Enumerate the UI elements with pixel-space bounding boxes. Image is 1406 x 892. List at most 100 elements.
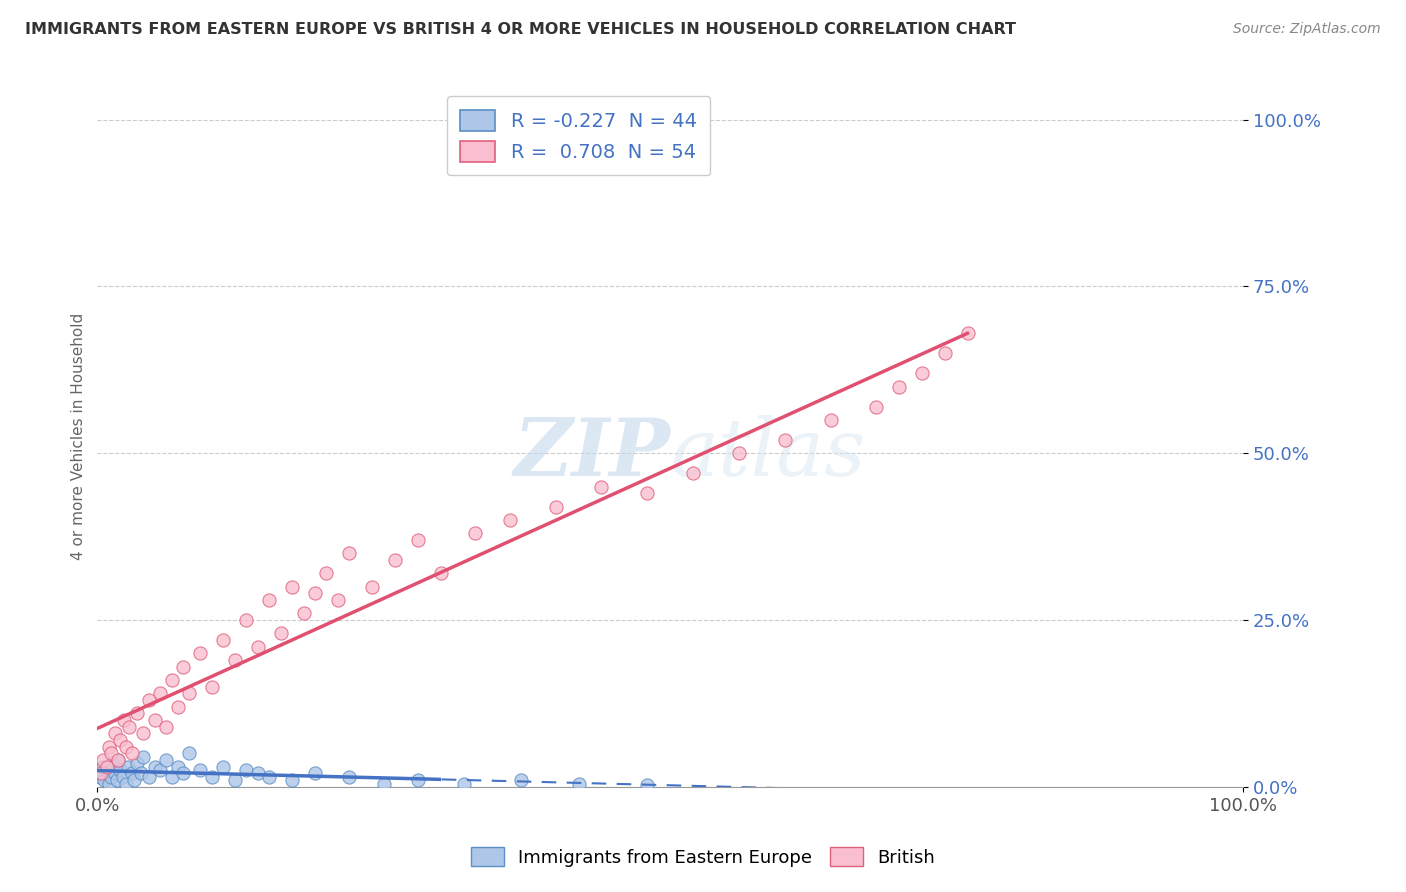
Legend: R = -0.227  N = 44, R =  0.708  N = 54: R = -0.227 N = 44, R = 0.708 N = 54 xyxy=(447,96,710,176)
Point xyxy=(235,763,257,777)
Point xyxy=(224,653,246,667)
Point xyxy=(143,760,166,774)
Point xyxy=(636,778,658,792)
Point xyxy=(155,720,177,734)
Point xyxy=(166,760,188,774)
Point xyxy=(201,770,224,784)
Point xyxy=(129,766,152,780)
Point xyxy=(160,770,183,784)
Point xyxy=(101,756,124,771)
Point xyxy=(430,566,453,581)
Point xyxy=(406,773,429,788)
Point xyxy=(865,400,887,414)
Point xyxy=(117,760,139,774)
Point xyxy=(406,533,429,547)
Point xyxy=(100,770,122,784)
Y-axis label: 4 or more Vehicles in Household: 4 or more Vehicles in Household xyxy=(72,313,86,560)
Point xyxy=(172,766,194,780)
Point xyxy=(160,673,183,687)
Point xyxy=(304,586,326,600)
Point xyxy=(373,776,395,790)
Point xyxy=(499,513,522,527)
Point xyxy=(166,699,188,714)
Point xyxy=(118,720,141,734)
Point xyxy=(567,776,589,790)
Point xyxy=(91,753,114,767)
Point xyxy=(201,680,224,694)
Point xyxy=(110,733,132,747)
Point xyxy=(149,686,172,700)
Point xyxy=(111,770,134,784)
Point xyxy=(103,766,125,780)
Point xyxy=(337,770,360,784)
Text: IMMIGRANTS FROM EASTERN EUROPE VS BRITISH 4 OR MORE VEHICLES IN HOUSEHOLD CORREL: IMMIGRANTS FROM EASTERN EUROPE VS BRITIS… xyxy=(25,22,1017,37)
Point xyxy=(591,480,613,494)
Point xyxy=(122,773,145,788)
Point xyxy=(246,766,269,780)
Point xyxy=(132,726,155,740)
Point xyxy=(100,747,122,761)
Point xyxy=(212,633,235,648)
Point xyxy=(132,749,155,764)
Point xyxy=(143,713,166,727)
Point xyxy=(149,763,172,777)
Point xyxy=(138,770,160,784)
Point xyxy=(889,379,911,393)
Point xyxy=(911,366,934,380)
Point xyxy=(103,726,125,740)
Point xyxy=(544,500,567,514)
Point xyxy=(112,713,135,727)
Point xyxy=(110,763,132,777)
Point xyxy=(90,766,112,780)
Point xyxy=(453,776,475,790)
Text: Source: ZipAtlas.com: Source: ZipAtlas.com xyxy=(1233,22,1381,37)
Legend: Immigrants from Eastern Europe, British: Immigrants from Eastern Europe, British xyxy=(464,840,942,874)
Point xyxy=(257,593,280,607)
Point xyxy=(281,773,304,788)
Point xyxy=(127,756,149,771)
Point xyxy=(510,773,533,788)
Point xyxy=(155,753,177,767)
Point xyxy=(212,760,235,774)
Point xyxy=(326,593,349,607)
Point xyxy=(337,546,360,560)
Point xyxy=(292,607,315,621)
Point xyxy=(107,753,129,767)
Point xyxy=(636,486,658,500)
Point xyxy=(172,659,194,673)
Point xyxy=(728,446,751,460)
Point xyxy=(177,686,200,700)
Point xyxy=(934,346,956,360)
Point xyxy=(97,739,120,754)
Point xyxy=(91,760,114,774)
Point xyxy=(235,613,257,627)
Text: atlas: atlas xyxy=(671,415,866,492)
Point xyxy=(107,753,129,767)
Point xyxy=(121,747,143,761)
Point xyxy=(115,739,138,754)
Point xyxy=(115,776,138,790)
Point xyxy=(96,763,118,777)
Point xyxy=(96,760,118,774)
Point xyxy=(956,326,979,341)
Point xyxy=(682,467,704,481)
Point xyxy=(190,763,212,777)
Point xyxy=(224,773,246,788)
Point xyxy=(246,640,269,654)
Point xyxy=(177,747,200,761)
Text: ZIP: ZIP xyxy=(513,415,671,492)
Point xyxy=(190,647,212,661)
Point xyxy=(138,693,160,707)
Point xyxy=(89,770,111,784)
Point xyxy=(121,766,143,780)
Point xyxy=(315,566,337,581)
Point xyxy=(773,433,796,447)
Point xyxy=(97,776,120,790)
Point xyxy=(304,766,326,780)
Point xyxy=(464,526,486,541)
Point xyxy=(361,580,384,594)
Point xyxy=(105,773,128,788)
Point xyxy=(384,553,406,567)
Point xyxy=(90,766,112,780)
Point xyxy=(281,580,304,594)
